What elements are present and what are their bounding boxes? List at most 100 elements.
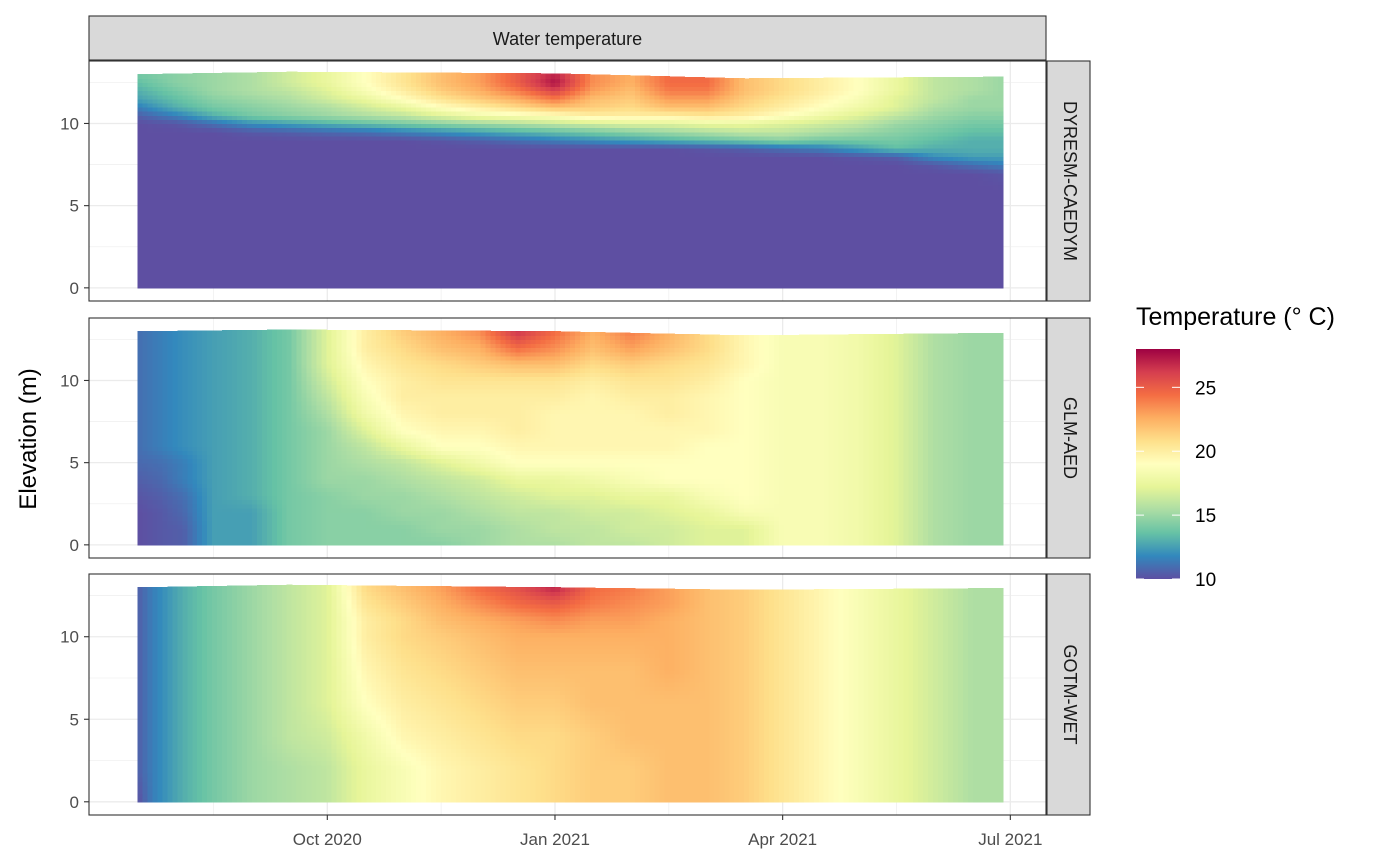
heatmap-cell bbox=[386, 107, 392, 112]
heatmap-cell bbox=[286, 259, 293, 264]
heatmap-cell bbox=[182, 152, 188, 157]
heatmap-cell bbox=[595, 189, 601, 194]
heatmap-cell bbox=[217, 123, 223, 129]
heatmap-cell bbox=[152, 144, 159, 149]
heatmap-cell bbox=[475, 205, 482, 211]
heatmap-cell bbox=[162, 271, 168, 277]
heatmap-cell bbox=[177, 246, 183, 252]
heatmap-cell bbox=[266, 82, 273, 88]
heatmap-cell bbox=[420, 115, 427, 120]
heatmap-cell bbox=[460, 267, 467, 273]
heatmap-cell bbox=[336, 181, 343, 186]
heatmap-cell bbox=[555, 152, 561, 157]
heatmap-cell bbox=[291, 230, 298, 236]
heatmap-cell bbox=[376, 259, 382, 264]
heatmap-cell bbox=[241, 176, 248, 182]
heatmap-cell bbox=[475, 98, 482, 104]
heatmap-cell bbox=[540, 164, 546, 170]
heatmap-cell bbox=[212, 238, 218, 244]
heatmap-cell bbox=[246, 168, 253, 174]
heatmap-cell bbox=[545, 139, 551, 145]
heatmap-cell bbox=[505, 148, 512, 153]
heatmap-cell bbox=[450, 72, 457, 75]
heatmap-cell bbox=[271, 193, 278, 199]
heatmap-cell bbox=[500, 185, 507, 190]
heatmap-cell bbox=[535, 230, 541, 236]
heatmap-cell bbox=[321, 148, 328, 153]
heatmap-cell bbox=[560, 98, 566, 104]
heatmap-cell bbox=[202, 119, 208, 125]
heatmap-cell bbox=[565, 189, 571, 194]
heatmap-cell bbox=[301, 246, 308, 252]
heatmap-cell bbox=[202, 250, 208, 256]
heatmap-cell bbox=[376, 250, 382, 256]
heatmap-cell bbox=[336, 78, 343, 83]
heatmap-cell bbox=[356, 242, 362, 248]
heatmap-cell bbox=[356, 275, 362, 281]
heatmap-cell bbox=[425, 111, 432, 116]
heatmap-cell bbox=[356, 238, 362, 244]
heatmap-cell bbox=[217, 94, 223, 100]
heatmap-cell bbox=[455, 279, 462, 285]
heatmap-cell bbox=[520, 250, 526, 256]
heatmap-cell bbox=[356, 135, 362, 141]
heatmap-cell bbox=[296, 135, 303, 141]
heatmap-cell bbox=[555, 259, 561, 264]
heatmap-cell bbox=[530, 78, 536, 83]
heatmap-cell bbox=[595, 152, 601, 157]
heatmap-cell bbox=[311, 74, 318, 79]
heatmap-cell bbox=[306, 209, 313, 215]
heatmap-cell bbox=[599, 230, 606, 236]
heatmap-cell bbox=[599, 226, 606, 231]
heatmap-cell bbox=[599, 152, 606, 157]
heatmap-cell bbox=[376, 107, 382, 112]
heatmap-cell bbox=[495, 181, 502, 186]
heatmap-cell bbox=[311, 164, 318, 170]
heatmap-cell bbox=[465, 78, 472, 83]
heatmap-cell bbox=[570, 123, 576, 129]
heatmap-cell bbox=[530, 148, 536, 153]
heatmap-cell bbox=[430, 139, 437, 145]
heatmap-cell bbox=[465, 98, 472, 104]
heatmap-cell bbox=[420, 275, 427, 281]
heatmap-cell bbox=[490, 197, 497, 203]
heatmap-cell bbox=[575, 283, 581, 289]
heatmap-cell bbox=[530, 205, 536, 211]
heatmap-cell bbox=[440, 156, 447, 162]
heatmap-cell bbox=[237, 176, 243, 182]
heatmap-cell bbox=[495, 90, 502, 96]
heatmap-cell bbox=[351, 226, 357, 231]
heatmap-cell bbox=[560, 78, 566, 83]
heatmap-cell bbox=[237, 189, 243, 194]
heatmap-cell bbox=[565, 283, 571, 289]
heatmap-cell bbox=[266, 271, 273, 277]
heatmap-cell bbox=[490, 246, 497, 252]
heatmap-cell bbox=[157, 275, 164, 281]
heatmap-cell bbox=[182, 246, 188, 252]
heatmap-cell bbox=[261, 267, 268, 273]
heatmap-cell bbox=[172, 164, 178, 170]
heatmap-cell bbox=[311, 156, 318, 162]
heatmap-cell bbox=[480, 90, 487, 96]
heatmap-cell bbox=[197, 222, 203, 227]
heatmap-cell bbox=[575, 250, 581, 256]
heatmap-cell bbox=[152, 213, 159, 219]
heatmap-cell bbox=[321, 209, 328, 215]
heatmap-cell bbox=[182, 254, 188, 260]
heatmap-cell bbox=[490, 123, 497, 129]
heatmap-cell bbox=[361, 131, 367, 137]
heatmap-cell bbox=[505, 250, 512, 256]
heatmap-cell bbox=[321, 74, 328, 79]
heatmap-cell bbox=[490, 222, 497, 227]
heatmap-cell bbox=[490, 283, 497, 289]
heatmap-cell bbox=[401, 283, 407, 289]
heatmap-cell bbox=[500, 131, 507, 137]
heatmap-cell bbox=[401, 131, 407, 137]
heatmap-cell bbox=[520, 234, 526, 240]
heatmap-cell bbox=[485, 172, 492, 178]
heatmap-cell bbox=[500, 234, 507, 240]
heatmap-cell bbox=[435, 250, 442, 256]
heatmap-cell bbox=[495, 98, 502, 104]
heatmap-cell bbox=[396, 259, 402, 264]
heatmap-cell bbox=[535, 205, 541, 211]
